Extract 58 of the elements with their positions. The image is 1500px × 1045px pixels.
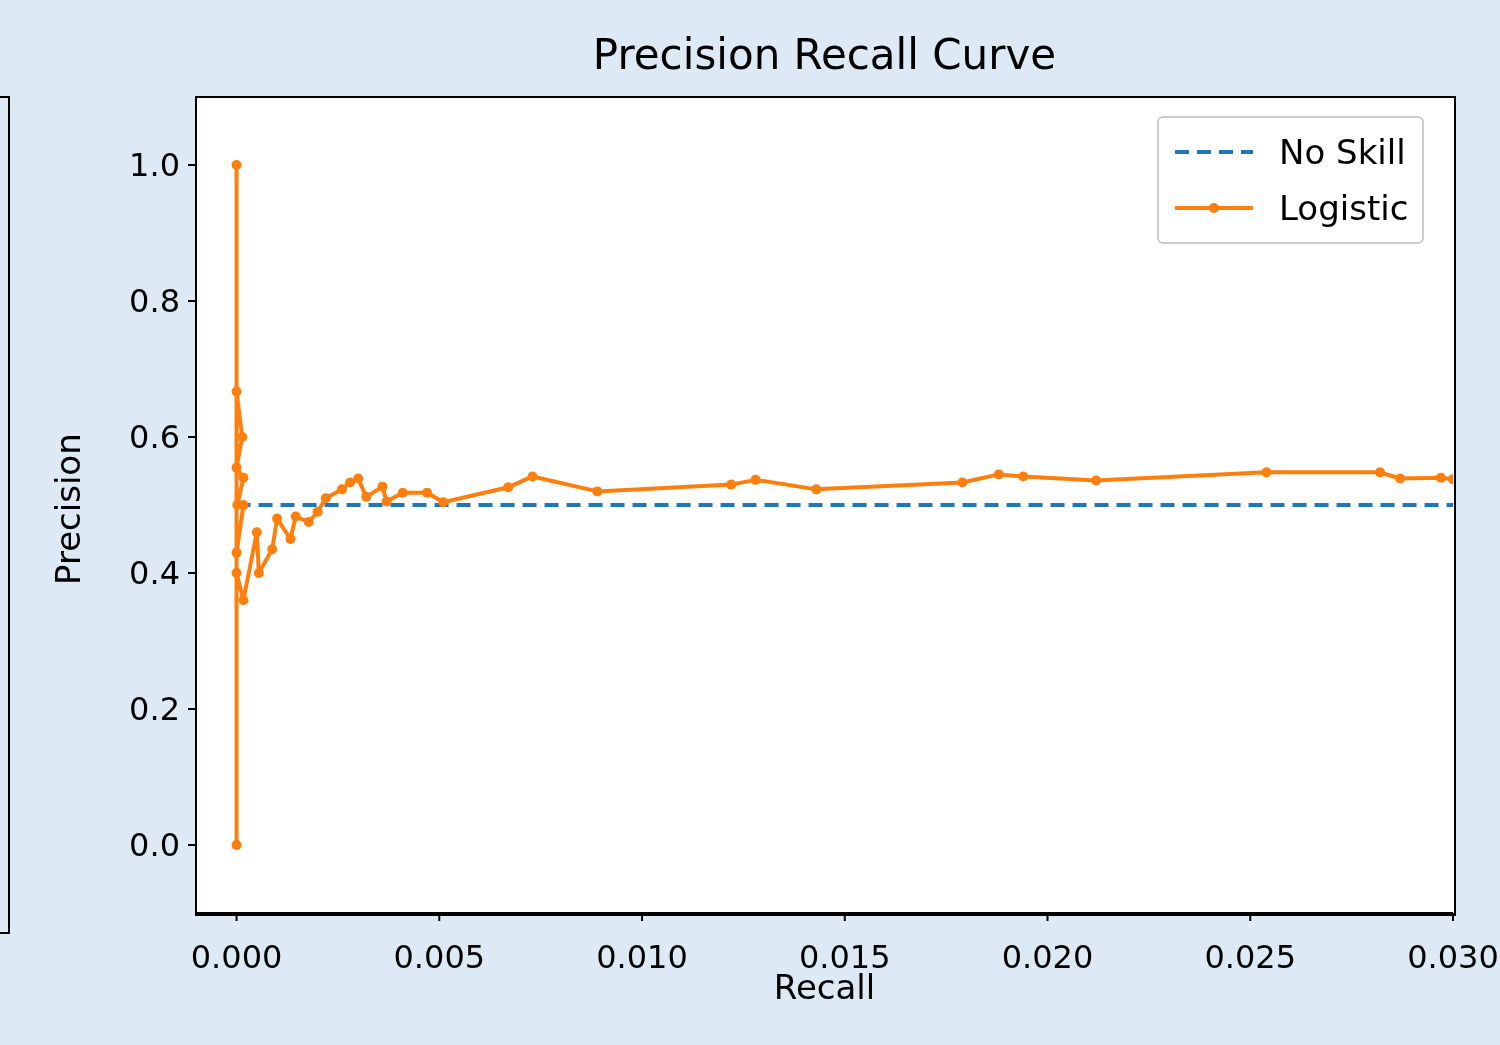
point — [397, 487, 408, 498]
point — [345, 477, 356, 488]
point — [272, 513, 283, 524]
legend-label: Logistic — [1279, 188, 1409, 228]
x-axis-title: Recall — [773, 967, 876, 1007]
point — [993, 469, 1004, 480]
point — [336, 484, 347, 495]
point — [267, 544, 278, 555]
point — [438, 497, 449, 508]
point — [1375, 467, 1386, 478]
point — [1395, 473, 1406, 484]
legend-label: No Skill — [1279, 132, 1406, 172]
point — [811, 484, 822, 495]
x-tick-label: 0.010 — [596, 937, 688, 976]
y-tick-label: 1.0 — [129, 146, 180, 185]
point — [238, 595, 249, 606]
point — [251, 527, 262, 538]
point — [290, 511, 301, 522]
point — [1091, 475, 1102, 486]
x-tick-label: 0.020 — [1001, 937, 1094, 976]
point — [353, 473, 364, 484]
y-tick-label: 0.4 — [129, 554, 180, 593]
chart-title: Precision Recall Curve — [591, 30, 1058, 79]
point — [957, 477, 968, 488]
point — [527, 471, 538, 482]
y-tick-label: 0.8 — [129, 282, 180, 321]
point — [1435, 472, 1446, 483]
point — [377, 481, 388, 492]
point — [285, 534, 296, 544]
point — [1261, 467, 1272, 478]
point — [312, 506, 323, 517]
point — [231, 462, 242, 473]
x-tick-label: 0.025 — [1204, 937, 1297, 976]
point — [726, 479, 737, 490]
y-axis-title: Precision — [48, 433, 89, 585]
point — [503, 482, 514, 493]
y-tick-label: 0.6 — [129, 418, 180, 457]
point — [231, 160, 242, 170]
point — [231, 547, 242, 558]
point — [750, 474, 761, 485]
point — [231, 386, 242, 397]
point — [592, 486, 603, 497]
x-tick-label: 0.000 — [190, 937, 283, 976]
point — [231, 840, 242, 850]
x-tick-label: 0.030 — [1407, 937, 1499, 976]
point — [320, 493, 331, 504]
x-tick-label: 0.005 — [393, 937, 486, 976]
point — [1018, 471, 1029, 482]
point — [238, 472, 249, 483]
point — [422, 487, 433, 498]
point — [381, 496, 392, 507]
point — [237, 432, 248, 442]
y-tick-label: 0.0 — [129, 826, 180, 865]
point — [303, 517, 314, 527]
point — [231, 568, 242, 578]
y-tick-label: 0.2 — [129, 690, 180, 729]
point — [253, 568, 264, 578]
point — [361, 491, 372, 502]
